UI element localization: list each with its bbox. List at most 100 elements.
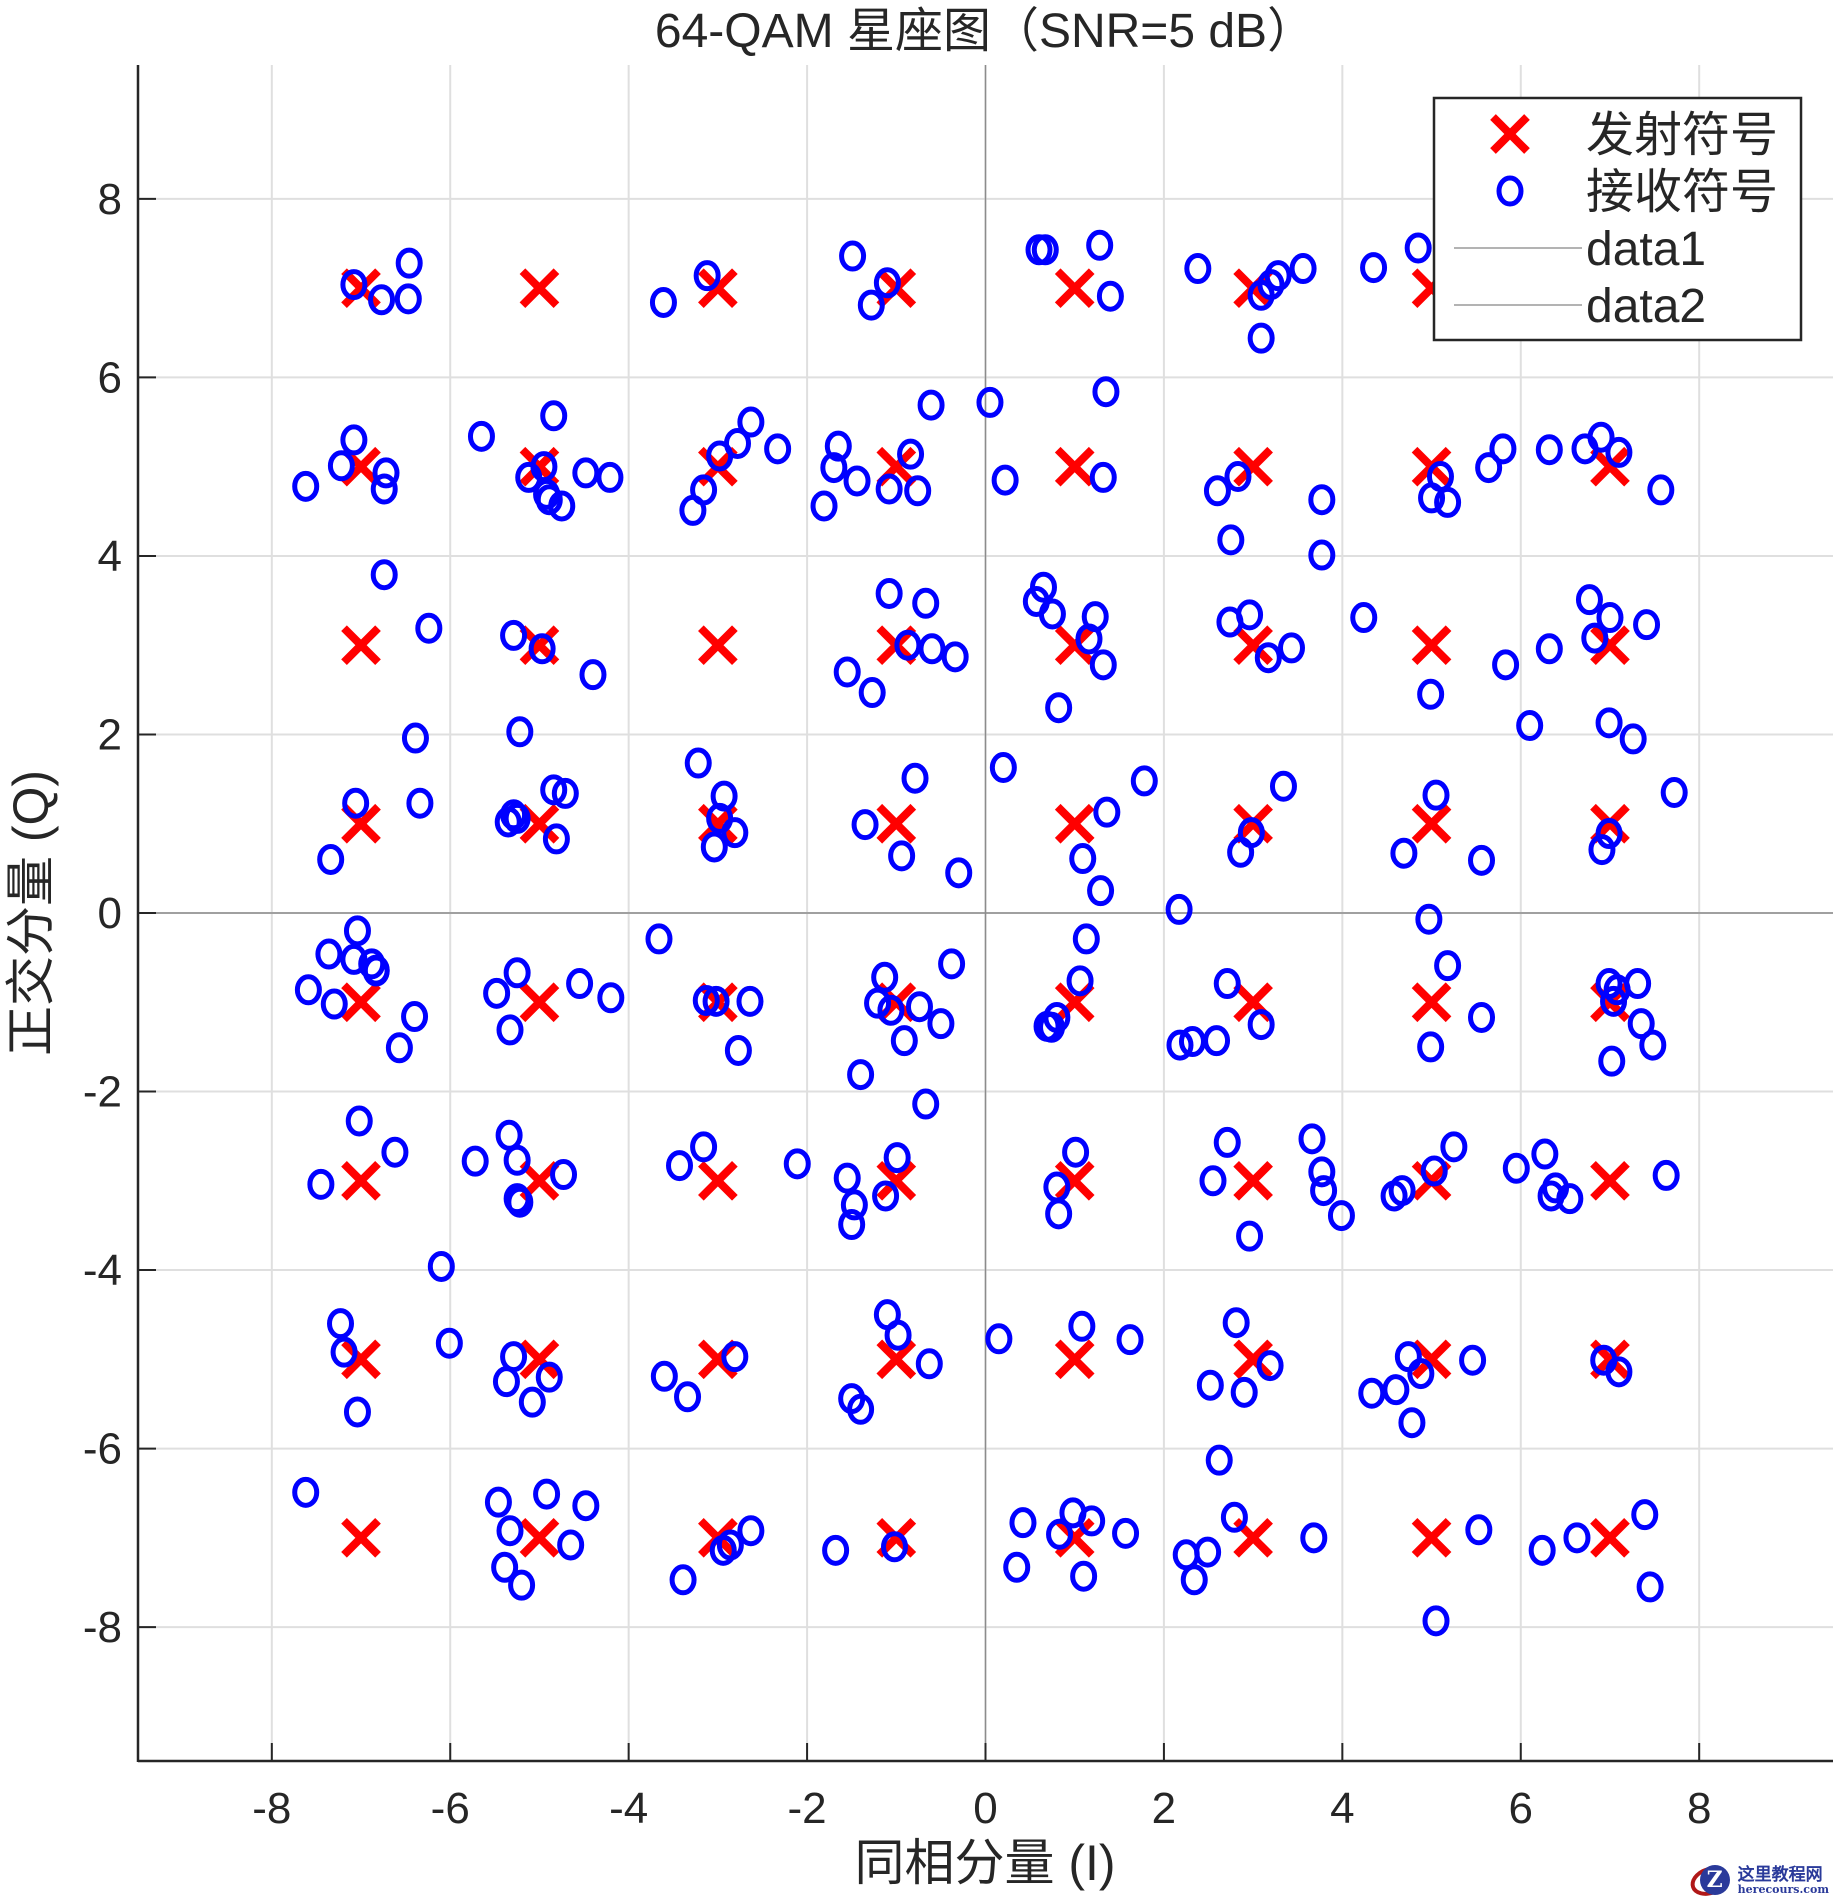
- tx-symbol-marker: [1590, 446, 1630, 487]
- rx-symbol-marker: [1468, 844, 1496, 876]
- y-tick-label: 2: [98, 710, 122, 759]
- y-tick-label: 0: [98, 889, 122, 938]
- rx-symbol-marker: [1595, 707, 1623, 739]
- rx-symbol-marker: [1072, 923, 1100, 955]
- x-tick-label: -4: [609, 1784, 648, 1833]
- rx-symbol-marker: [1647, 474, 1675, 506]
- rx-symbol-marker: [368, 284, 396, 316]
- rx-symbol-marker: [1422, 779, 1450, 811]
- rx-symbol-marker: [702, 985, 730, 1017]
- rx-symbol-marker: [1224, 461, 1252, 493]
- rx-symbol-marker: [1394, 1341, 1422, 1373]
- rx-symbol-marker: [912, 587, 940, 619]
- rx-symbol-marker: [1627, 1008, 1655, 1040]
- rx-symbol-marker: [1227, 836, 1255, 868]
- rx-symbol-marker: [1180, 1564, 1208, 1596]
- rx-symbol-marker: [395, 247, 423, 279]
- rx-symbol-marker: [1289, 253, 1317, 285]
- rx-symbol-marker: [1029, 571, 1057, 603]
- rx-symbol-marker: [427, 1250, 455, 1282]
- rx-symbol-marker: [1308, 1156, 1336, 1188]
- legend-item[interactable]: 发射符号: [1490, 109, 1778, 162]
- rx-symbol-marker: [1066, 965, 1094, 997]
- legend-item[interactable]: 接收符号: [1496, 166, 1778, 219]
- tx-symbol-marker: [341, 1160, 381, 1201]
- rx-symbol-marker: [1089, 461, 1117, 493]
- rx-symbol-marker: [888, 840, 916, 872]
- rx-symbol-marker: [495, 1119, 523, 1151]
- rx-symbol-marker: [1587, 421, 1615, 453]
- rx-symbol-marker: [1217, 524, 1245, 556]
- legend-item[interactable]: data1: [1454, 223, 1706, 276]
- rx-symbol-marker: [1130, 765, 1158, 797]
- tx-symbol-marker: [698, 268, 738, 308]
- rx-symbol-marker: [1062, 1136, 1090, 1168]
- rx-symbol-marker: [1417, 1031, 1445, 1063]
- rx-symbol-marker: [901, 762, 929, 794]
- rx-symbol-marker: [684, 747, 712, 779]
- rx-symbol-marker: [327, 450, 355, 482]
- rx-symbol-marker: [1417, 678, 1445, 710]
- rx-symbol-marker: [1310, 1175, 1338, 1207]
- rx-symbol-marker: [500, 1341, 528, 1373]
- rx-symbol-marker: [1407, 1358, 1435, 1390]
- rx-symbol-marker: [915, 1348, 943, 1380]
- rx-symbol-marker: [1588, 834, 1616, 866]
- rx-symbol-marker: [872, 1180, 900, 1212]
- tx-symbol-marker: [1233, 625, 1273, 666]
- rx-symbol-marker: [1230, 1376, 1258, 1408]
- rx-symbol-marker: [721, 1341, 749, 1373]
- rx-symbol-marker: [461, 1145, 489, 1177]
- rx-symbol-marker: [1213, 968, 1241, 1000]
- legend-x-marker-icon: [1490, 114, 1530, 154]
- rx-symbol-marker: [381, 1136, 409, 1168]
- rx-symbol-marker: [406, 787, 434, 819]
- rx-symbol-marker: [1092, 376, 1120, 408]
- rx-symbol-marker: [1086, 229, 1114, 261]
- tx-symbol-marker: [1054, 1339, 1095, 1380]
- tx-symbol-marker: [1411, 803, 1452, 844]
- x-tick-label: 4: [1330, 1784, 1354, 1833]
- rx-symbol-marker: [503, 1144, 531, 1176]
- legend-circle-marker-icon: [1496, 175, 1524, 207]
- rx-symbol-marker: [535, 1361, 563, 1393]
- rx-symbol-marker: [1213, 1126, 1241, 1158]
- rx-symbol-marker: [989, 752, 1017, 784]
- tx-symbol-marker: [1411, 1339, 1452, 1380]
- rx-symbol-marker: [690, 1131, 718, 1163]
- rx-symbol-marker: [1308, 539, 1336, 571]
- watermark-en-text: herecours.com: [1737, 1883, 1829, 1896]
- y-tick-label: -8: [83, 1603, 122, 1652]
- rx-symbol-marker: [1420, 1155, 1448, 1187]
- rx-symbol-marker: [1222, 1307, 1250, 1339]
- rx-symbol-marker: [1199, 1165, 1227, 1197]
- rx-symbol-marker: [985, 1323, 1013, 1355]
- legend-item[interactable]: data2: [1454, 280, 1706, 333]
- rx-symbol-marker: [840, 1189, 868, 1221]
- x-tick-label: 8: [1687, 1784, 1711, 1833]
- rx-symbol-marker: [881, 1531, 909, 1563]
- rx-symbol-marker: [1398, 1407, 1426, 1439]
- rx-symbol-marker: [1220, 1501, 1248, 1533]
- rx-symbol-marker: [820, 452, 848, 484]
- rx-symbol-marker: [917, 389, 945, 421]
- rx-symbol-marker: [851, 809, 879, 841]
- rx-symbol-marker: [1254, 642, 1282, 674]
- reference-lines: [138, 65, 1833, 1761]
- rx-symbol-marker: [1009, 1507, 1037, 1539]
- tx-symbol-marker: [341, 1339, 381, 1380]
- rx-symbol-marker: [340, 424, 368, 456]
- rx-symbol-marker: [572, 457, 600, 489]
- rx-symbol-marker: [1631, 1499, 1659, 1531]
- rx-symbol-marker: [1598, 1045, 1626, 1077]
- tx-symbol-marker: [698, 1160, 738, 1201]
- rx-symbol-marker: [1531, 1138, 1559, 1170]
- rx-symbol-marker: [1468, 1001, 1496, 1033]
- rx-symbol-marker: [1298, 1123, 1326, 1155]
- tx-symbol-marker: [1233, 1160, 1273, 1201]
- rx-symbol-marker: [690, 474, 718, 506]
- rx-symbol-marker: [764, 433, 792, 465]
- rx-symbol-marker: [330, 1336, 358, 1368]
- rx-symbol-marker: [1093, 796, 1121, 828]
